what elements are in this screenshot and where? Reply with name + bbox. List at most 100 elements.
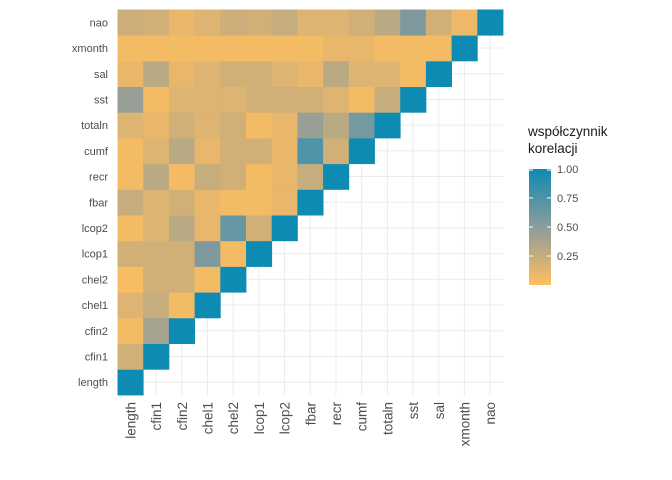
heatmap-cell-sst-xmonth: [400, 35, 427, 62]
heatmap-cell-cfin2-chel2: [168, 266, 195, 293]
legend-tick-label: 0.75: [557, 193, 578, 205]
heatmap-cell-recr-sst: [323, 86, 350, 113]
heatmap-cell-chel1-xmonth: [194, 35, 221, 62]
heatmap-cell-lcop2-cumf: [271, 138, 298, 165]
heatmap-cell-cfin2-lcop2: [168, 215, 195, 242]
heatmap-cell-fbar-totaln: [297, 112, 324, 139]
heatmap-cell-lcop2-xmonth: [271, 35, 298, 62]
heatmap-cell-cfin2-recr: [168, 163, 195, 190]
legend-tick-label: 0.50: [557, 222, 578, 234]
heatmap-cell-lcop1-sst: [246, 86, 273, 113]
heatmap-cell-chel1-chel1: [194, 292, 221, 319]
heatmap-cell-lcop2-nao: [271, 9, 298, 36]
y-tick-label: sal: [94, 69, 108, 81]
heatmap-cell-cfin1-lcop1: [143, 240, 170, 267]
heatmap-cell-cfin2-chel1: [168, 292, 195, 319]
heatmap-cell-length-totaln: [117, 112, 144, 139]
heatmap-cell-chel2-sal: [220, 60, 247, 87]
y-tick-label: nao: [90, 17, 108, 29]
heatmap-cell-sst-nao: [400, 9, 427, 36]
y-tick-label: fbar: [89, 197, 108, 209]
heatmap-cell-lcop1-totaln: [246, 112, 273, 139]
x-tick-label: sst: [406, 402, 421, 420]
heatmap-cell-length-nao: [117, 9, 144, 36]
heatmap-cell-chel2-nao: [220, 9, 247, 36]
heatmap-cell-lcop1-nao: [246, 9, 273, 36]
heatmap-cell-cumf-cumf: [348, 138, 375, 165]
heatmap-cell-cumf-totaln: [348, 112, 375, 139]
heatmap-cell-chel2-xmonth: [220, 35, 247, 62]
heatmap-cell-cfin2-sst: [168, 86, 195, 113]
heatmap-cell-cfin1-sst: [143, 86, 170, 113]
heatmap-cell-recr-nao: [323, 9, 350, 36]
heatmap-cell-lcop2-totaln: [271, 112, 298, 139]
heatmap-cell-cfin1-nao: [143, 9, 170, 36]
heatmap-cell-cfin2-fbar: [168, 189, 195, 216]
heatmap-cell-chel2-recr: [220, 163, 247, 190]
heatmap-cell-cfin1-sal: [143, 60, 170, 87]
heatmap-cell-lcop1-fbar: [246, 189, 273, 216]
heatmap-cell-cfin1-chel2: [143, 266, 170, 293]
heatmap-cell-length-cfin1: [117, 343, 144, 370]
heatmap-cell-cfin2-cfin2: [168, 317, 195, 344]
y-tick-label: cumf: [84, 146, 109, 158]
y-tick-label: sst: [94, 94, 108, 106]
heatmap-cell-sal-sal: [425, 60, 452, 87]
heatmap-cell-cfin2-nao: [168, 9, 195, 36]
heatmap-cell-cumf-sal: [348, 60, 375, 87]
heatmap-cell-totaln-sal: [374, 60, 401, 87]
heatmap-cell-length-xmonth: [117, 35, 144, 62]
heatmap-cell-chel1-fbar: [194, 189, 221, 216]
heatmap-cell-lcop1-lcop1: [246, 240, 273, 267]
legend-colorbar: [529, 169, 551, 285]
heatmap-cell-cfin1-fbar: [143, 189, 170, 216]
heatmap-cell-cfin1-totaln: [143, 112, 170, 139]
heatmap-cell-cumf-nao: [348, 9, 375, 36]
heatmap-cell-cfin1-cfin2: [143, 317, 170, 344]
heatmap-cell-fbar-recr: [297, 163, 324, 190]
heatmap-cell-nao-nao: [477, 9, 504, 36]
heatmap-cell-cfin1-lcop2: [143, 215, 170, 242]
heatmap-cell-lcop2-sal: [271, 60, 298, 87]
heatmap-cell-chel1-sst: [194, 86, 221, 113]
x-tick-label: cfin1: [149, 402, 164, 431]
heatmap-cell-cfin2-totaln: [168, 112, 195, 139]
heatmap-cell-chel1-sal: [194, 60, 221, 87]
heatmap-cell-totaln-xmonth: [374, 35, 401, 62]
heatmap-cell-chel1-lcop1: [194, 240, 221, 267]
heatmap-cell-chel1-totaln: [194, 112, 221, 139]
heatmap-cell-chel1-lcop2: [194, 215, 221, 242]
heatmap-cell-fbar-sal: [297, 60, 324, 87]
legend-title-line-2: korelacji: [528, 141, 578, 156]
heatmap-cell-xmonth-xmonth: [451, 35, 478, 62]
heatmap-cell-length-recr: [117, 163, 144, 190]
heatmap-cell-fbar-xmonth: [297, 35, 324, 62]
heatmap-cell-lcop1-recr: [246, 163, 273, 190]
heatmap-cell-lcop1-xmonth: [246, 35, 273, 62]
x-tick-label: chel2: [226, 402, 241, 434]
x-tick-label: cfin2: [175, 402, 190, 431]
heatmap-cell-cfin1-xmonth: [143, 35, 170, 62]
heatmap-cell-chel1-chel2: [194, 266, 221, 293]
heatmap-cell-length-sal: [117, 60, 144, 87]
heatmap-cell-cumf-xmonth: [348, 35, 375, 62]
heatmap-cell-lcop2-recr: [271, 163, 298, 190]
heatmap-cell-sal-xmonth: [425, 35, 452, 62]
legend-title-line-1: współczynnik: [527, 124, 608, 139]
heatmap-cell-cfin1-recr: [143, 163, 170, 190]
heatmap-cell-totaln-sst: [374, 86, 401, 113]
heatmap-cell-length-cfin2: [117, 317, 144, 344]
heatmap-cell-chel1-recr: [194, 163, 221, 190]
y-axis-labels: length cfin1 cfin2 chel1 chel2 lcop1 lcop2 fbar…: [72, 17, 109, 389]
y-tick-label: chel1: [82, 300, 108, 312]
heatmap-cell-length-lcop1: [117, 240, 144, 267]
heatmap-cell-fbar-nao: [297, 9, 324, 36]
heatmap-cell-chel2-lcop2: [220, 215, 247, 242]
heatmap-cell-chel2-cumf: [220, 138, 247, 165]
heatmap-cell-fbar-fbar: [297, 189, 324, 216]
heatmap-cell-cfin1-chel1: [143, 292, 170, 319]
y-tick-label: recr: [89, 172, 108, 184]
heatmap-cell-length-lcop2: [117, 215, 144, 242]
heatmap-cell-chel2-totaln: [220, 112, 247, 139]
